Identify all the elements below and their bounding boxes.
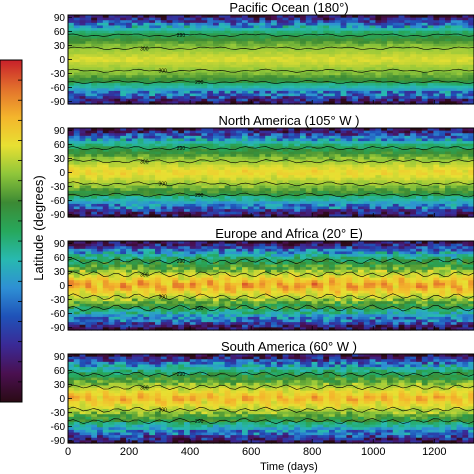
y-tick-label: 0 xyxy=(59,394,65,405)
contour-label: 300 xyxy=(140,46,149,52)
x-tick-label: 1000 xyxy=(361,446,385,458)
panel-title: North America (105° W ) xyxy=(218,113,359,128)
x-tick-label: 600 xyxy=(242,446,260,458)
panel-heatmap xyxy=(68,241,474,331)
y-tick-label: 90 xyxy=(54,352,66,363)
y-tick-label: 30 xyxy=(54,41,66,52)
contour-label: 290 xyxy=(195,193,204,199)
y-tick-label: -60 xyxy=(51,83,66,94)
colorbar xyxy=(0,59,23,403)
y-tick-label: 90 xyxy=(54,126,66,137)
panel-contours: 300 300 290 290 xyxy=(67,146,474,199)
x-tick-label: 1200 xyxy=(422,446,446,458)
contour-label: 290 xyxy=(177,372,186,378)
y-tick-label: 60 xyxy=(54,253,66,264)
colorbar-scale xyxy=(0,59,23,403)
y-tick-label: 30 xyxy=(54,154,66,165)
panel-heatmap xyxy=(68,15,474,105)
y-tick-label: -30 xyxy=(51,408,66,419)
contour-label: 290 xyxy=(195,80,204,86)
contour-label: 300 xyxy=(140,385,149,391)
y-tick-label: 0 xyxy=(59,281,65,292)
panel-contours: 300 300 290 290 xyxy=(67,371,474,425)
contour-label: 290 xyxy=(177,33,186,39)
contour-label: 300 xyxy=(158,182,167,188)
y-tick-label: 60 xyxy=(54,366,66,377)
y-tick-label: -30 xyxy=(51,69,66,80)
panel-contours: 300 300 290 290 xyxy=(67,258,474,312)
contour-label: 300 xyxy=(140,159,149,165)
panels: Pacific Ocean (180°)3003002902909060300-… xyxy=(51,0,474,447)
panel-title: South America (60° W ) xyxy=(221,339,357,354)
panel-title: Pacific Ocean (180°) xyxy=(229,0,348,15)
y-tick-label: -30 xyxy=(51,182,66,193)
contour-label: 290 xyxy=(195,419,204,425)
panel-contours: 300 300 290 290 xyxy=(67,33,474,86)
contour-label: 290 xyxy=(177,146,186,152)
contour-label: 300 xyxy=(158,69,167,75)
panel-title: Europe and Africa (20° E) xyxy=(215,226,363,241)
x-tick-label: 400 xyxy=(181,446,199,458)
y-axis-label: Latitude (degrees) xyxy=(31,175,46,281)
panel-heatmap xyxy=(68,128,474,218)
y-tick-label: 60 xyxy=(54,140,66,151)
y-tick-label: 60 xyxy=(54,27,66,38)
y-tick-label: -30 xyxy=(51,295,66,306)
y-tick-label: -60 xyxy=(51,422,66,433)
y-tick-label: 90 xyxy=(54,13,66,24)
y-tick-label: -90 xyxy=(51,210,66,221)
y-tick-label: -90 xyxy=(51,323,66,334)
y-tick-label: -90 xyxy=(51,97,66,108)
panel: Europe and Africa (20° E)300300290290906… xyxy=(51,226,474,334)
x-tick-label: 200 xyxy=(120,446,138,458)
panel: South America (60° W )300300290290906030… xyxy=(51,339,474,447)
panel-heatmap xyxy=(68,354,474,444)
x-axis: 0 200 400 600 800 1000 1200 xyxy=(65,446,447,458)
y-tick-label: -60 xyxy=(51,309,66,320)
y-tick-label: 30 xyxy=(54,380,66,391)
x-tick-label: 800 xyxy=(303,446,321,458)
contour-label: 300 xyxy=(158,295,167,301)
y-tick-label: -90 xyxy=(51,436,66,447)
x-tick-label: 0 xyxy=(65,446,71,458)
x-axis-label: Time (days) xyxy=(260,461,318,473)
contour-label: 290 xyxy=(195,306,204,312)
y-tick-label: 0 xyxy=(59,168,65,179)
y-tick-label: 90 xyxy=(54,239,66,250)
y-tick-label: 30 xyxy=(54,267,66,278)
contour-label: 300 xyxy=(140,272,149,278)
contour-label: 300 xyxy=(158,408,167,414)
y-tick-label: -60 xyxy=(51,196,66,207)
panel: Pacific Ocean (180°)3003002902909060300-… xyxy=(51,0,474,108)
panel: North America (105° W )30030029029090603… xyxy=(51,113,474,221)
contour-label: 290 xyxy=(177,259,186,265)
y-tick-label: 0 xyxy=(59,55,65,66)
